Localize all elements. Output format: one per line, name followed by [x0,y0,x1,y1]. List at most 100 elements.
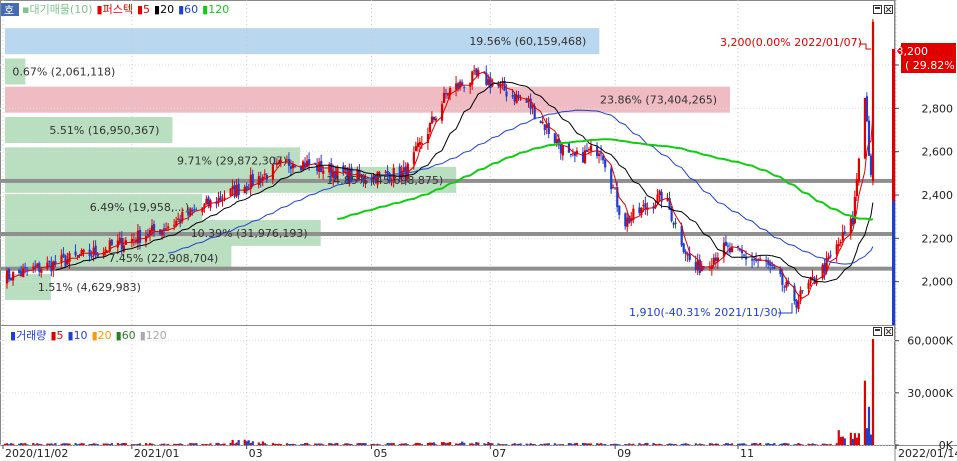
candle-down[interactable] [743,254,746,256]
volume-bar[interactable] [52,444,55,445]
candle-down[interactable] [755,259,758,261]
volume-bar[interactable] [529,443,532,445]
candle-up[interactable] [841,232,844,241]
volume-bar[interactable] [209,443,212,445]
candle-down[interactable] [251,174,254,186]
candle-up[interactable] [825,258,828,272]
candle-up[interactable] [531,105,534,108]
candle-up[interactable] [306,160,309,168]
candle-down[interactable] [724,241,728,246]
volume-bar[interactable] [736,443,740,445]
candle-up[interactable] [102,252,105,256]
candle-down[interactable] [62,253,65,257]
candle-up[interactable] [658,190,661,196]
candle-up[interactable] [515,94,518,104]
candle-up[interactable] [285,159,289,161]
volume-bar[interactable] [541,444,544,445]
volume-bar[interactable] [614,443,617,445]
candle-up[interactable] [151,225,154,232]
candle-up[interactable] [175,220,178,226]
volume-bar[interactable] [167,443,170,445]
candle-up[interactable] [356,170,359,182]
candle-down[interactable] [342,165,345,173]
volume-bar[interactable] [62,443,65,445]
volume-bar[interactable] [497,443,500,445]
volume-bar[interactable] [273,443,277,445]
candle-down[interactable] [773,266,776,269]
candle-down[interactable] [865,96,869,122]
volume-bar[interactable] [708,443,711,445]
candle-up[interactable] [122,245,126,252]
volume-bar[interactable] [388,443,391,445]
candle-down[interactable] [559,144,562,154]
candle-up[interactable] [428,122,432,133]
volume-bar[interactable] [177,443,180,445]
candle-up[interactable] [587,149,591,151]
volume-bar[interactable] [54,443,57,445]
volume-bar[interactable] [159,444,162,445]
volume-bar[interactable] [461,441,464,445]
candle-up[interactable] [473,70,476,72]
volume-bar[interactable] [503,444,506,445]
volume-bar[interactable] [672,444,675,445]
volume-bar[interactable] [384,444,387,445]
volume-bar[interactable] [12,443,15,445]
candle-up[interactable] [666,198,669,201]
candle-up[interactable] [66,259,69,265]
candle-down[interactable] [771,265,774,267]
candle-up[interactable] [189,208,192,216]
volume-bar[interactable] [110,443,113,445]
volume-bar[interactable] [342,444,345,445]
volume-bar[interactable] [688,444,691,445]
volume-bar[interactable] [471,443,474,445]
volume-bar[interactable] [221,443,224,445]
candle-down[interactable] [569,153,573,155]
volume-bar[interactable] [350,443,353,445]
volume-bar[interactable] [654,443,657,445]
candle-up[interactable] [420,143,424,145]
candle-down[interactable] [604,160,607,168]
volume-bar[interactable] [485,443,488,445]
candle-down[interactable] [237,183,240,196]
candle-down[interactable] [187,211,190,216]
volume-bar[interactable] [245,441,248,445]
volume-bar[interactable] [610,444,613,445]
volume-bar[interactable] [539,443,542,445]
candle-down[interactable] [432,116,436,120]
candle-up[interactable] [626,217,629,227]
volume-bar[interactable] [434,444,438,445]
volume-bar[interactable] [249,442,252,445]
candle-down[interactable] [694,261,697,270]
candle-down[interactable] [745,257,748,260]
volume-bar[interactable] [463,442,466,445]
volume-bar[interactable] [531,444,534,445]
volume-bar[interactable] [392,443,395,445]
volume-bar[interactable] [74,443,77,445]
candle-up[interactable] [811,277,814,279]
volume-bar[interactable] [193,443,196,445]
volume-bar[interactable] [505,444,508,445]
candle-down[interactable] [614,188,617,190]
volume-bar[interactable] [116,442,119,445]
candle-down[interactable] [34,265,37,267]
volume-bar[interactable] [855,437,858,445]
candle-down[interactable] [779,268,782,275]
volume-bar[interactable] [428,442,432,445]
candle-down[interactable] [728,248,732,253]
volume-bar[interactable] [175,444,178,445]
volume-bar[interactable] [398,443,401,445]
volume-bar[interactable] [660,444,663,445]
volume-bar[interactable] [851,438,854,445]
candle-down[interactable] [74,251,77,256]
candle-down[interactable] [684,251,687,255]
volume-bar[interactable] [153,444,156,445]
volume-bar[interactable] [569,443,573,445]
volume-bar[interactable] [795,444,798,445]
volume-bar[interactable] [547,443,550,445]
volume-bar[interactable] [455,443,458,445]
candle-up[interactable] [561,145,564,156]
volume-bar[interactable] [259,443,262,445]
candle-down[interactable] [386,170,389,175]
volume-bar[interactable] [90,443,93,445]
volume-bar[interactable] [306,442,309,445]
